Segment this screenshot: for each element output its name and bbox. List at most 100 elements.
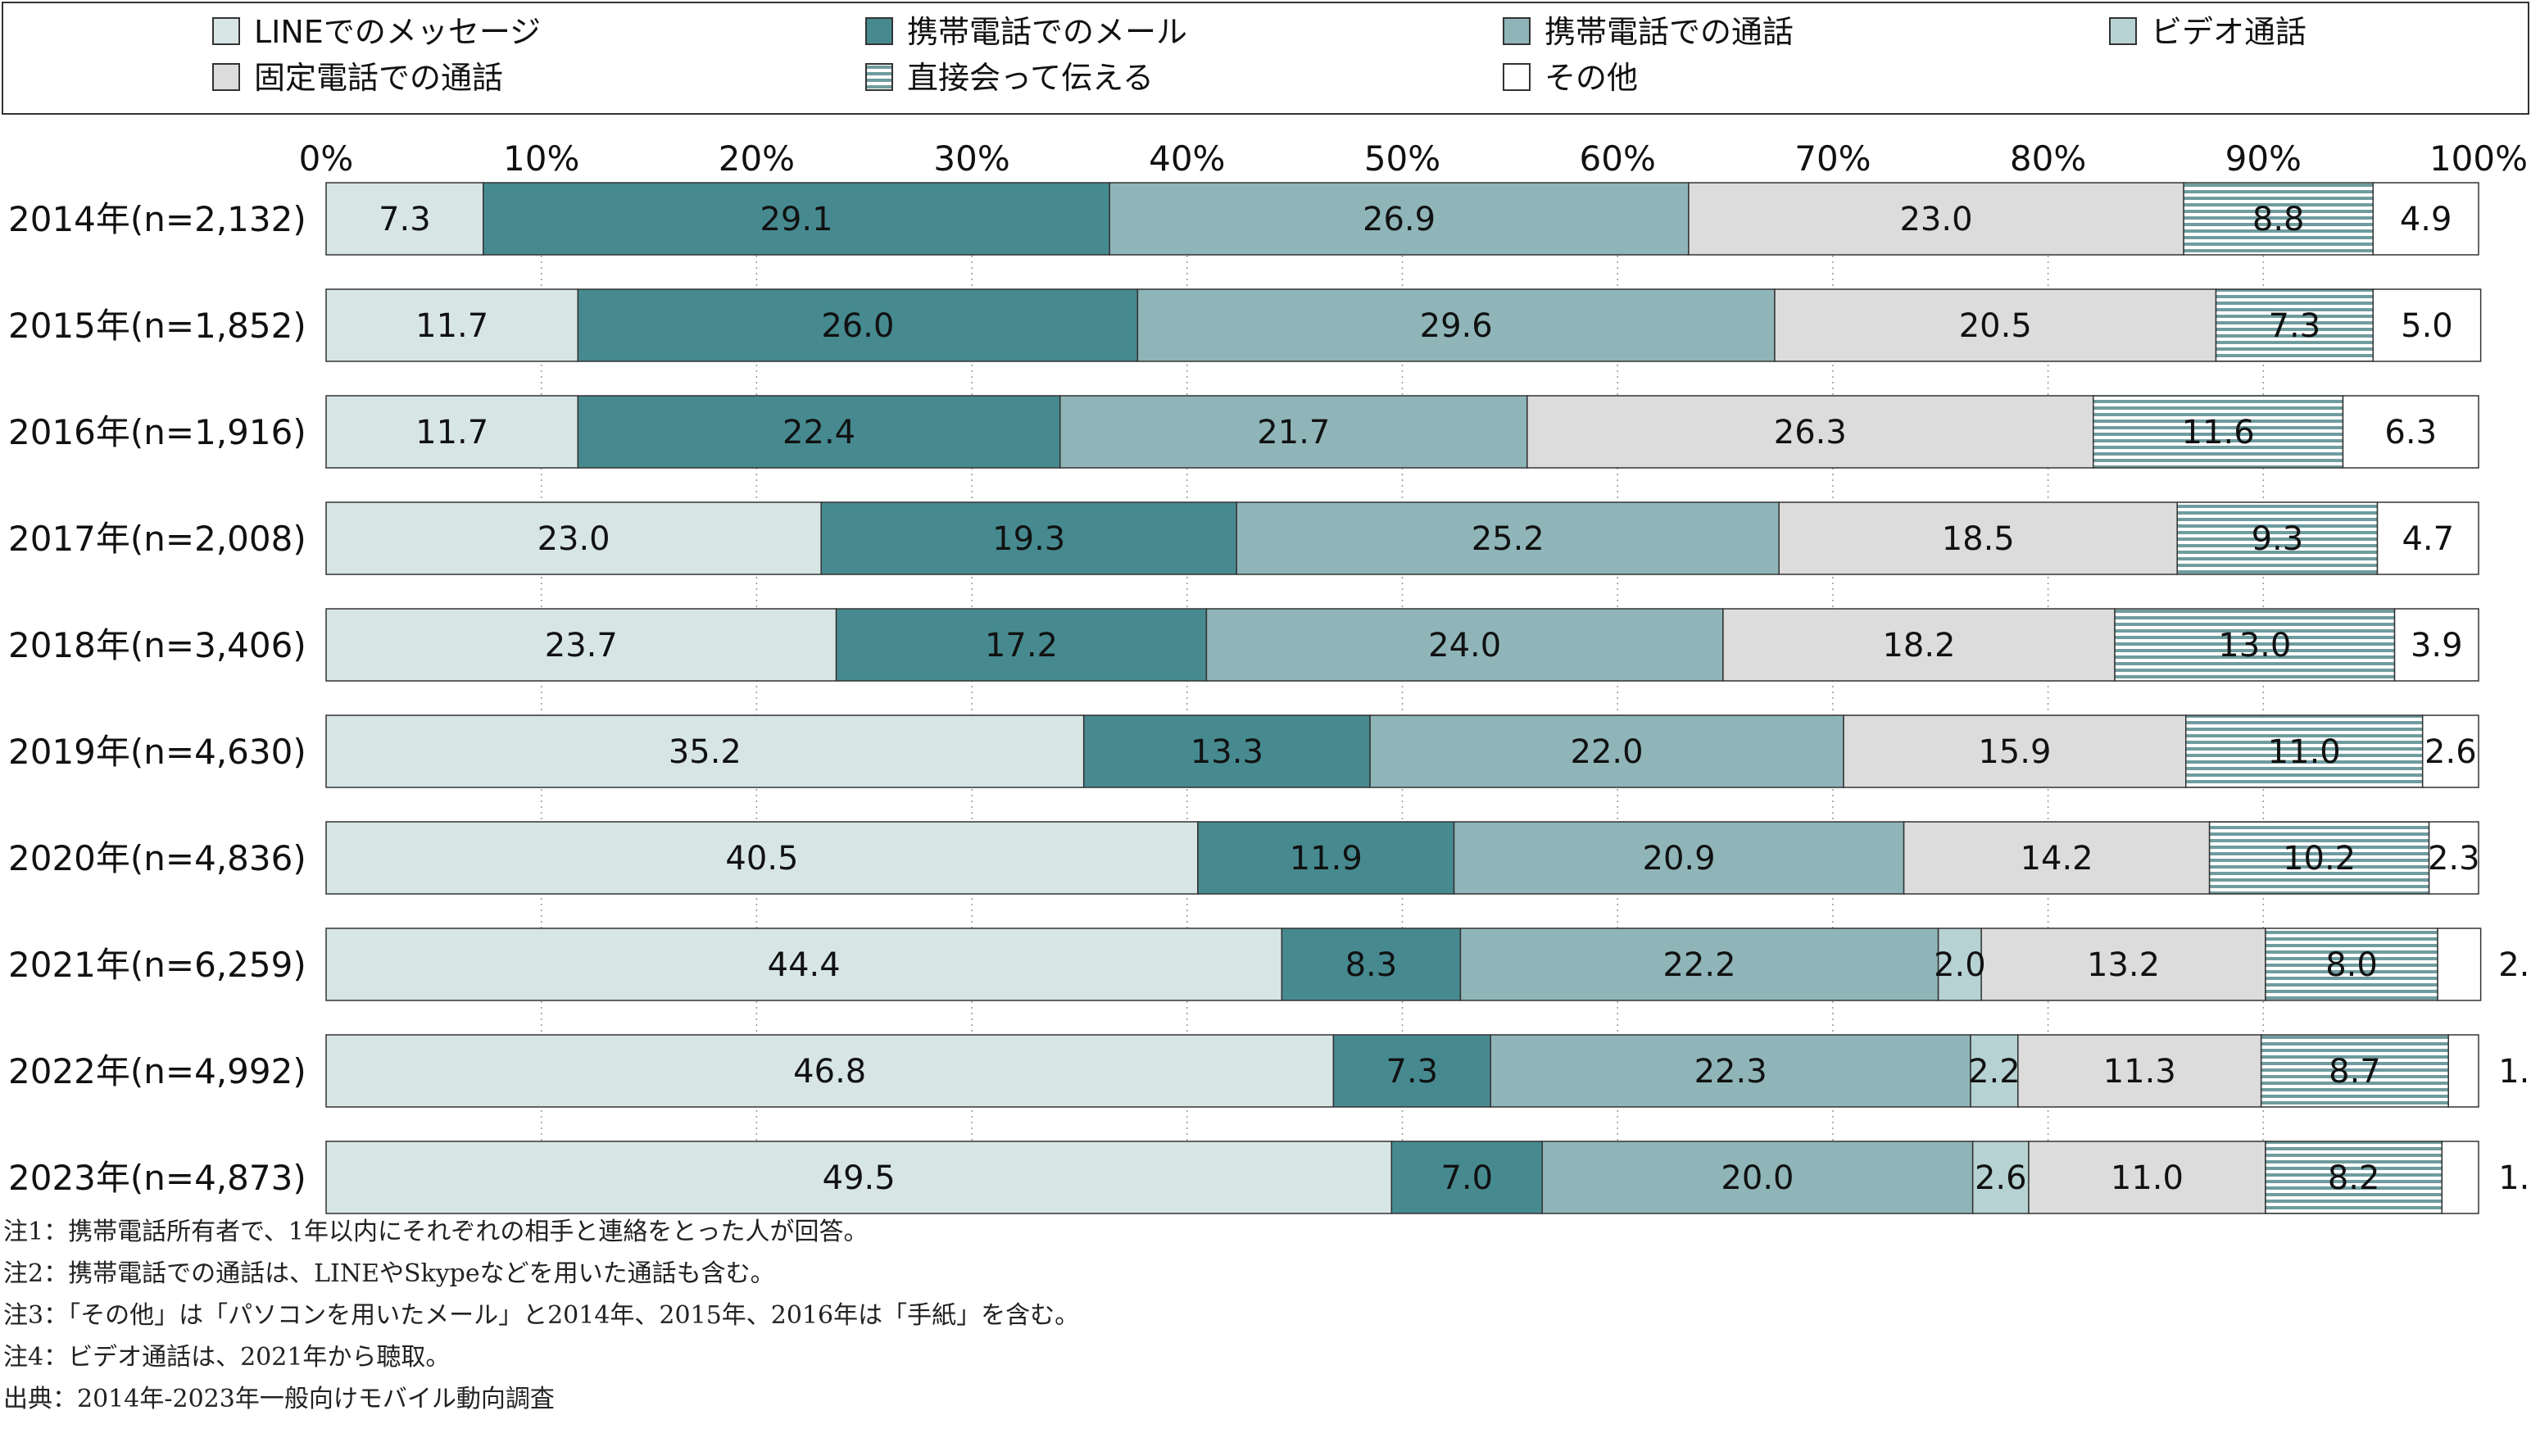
data-label: 40.5 (725, 840, 798, 878)
legend-item: その他 (1503, 60, 1638, 96)
note-2: 注2：携帯電話での通話は、LINEやSkypeなどを用いた通話も含む。 (3, 1259, 775, 1288)
bar-segment (2342, 395, 2479, 469)
data-label: 29.6 (1420, 307, 1493, 345)
legend-swatch (212, 63, 240, 91)
bar-segment (325, 821, 1199, 895)
data-label: 2.6 (1975, 1159, 2027, 1197)
bar-segment (2028, 1141, 2266, 1214)
data-label: 8.2 (2328, 1159, 2380, 1197)
data-label: 2.0 (2498, 946, 2531, 984)
data-label: 4.9 (2400, 201, 2452, 238)
legend-item: 直接会って伝える (865, 60, 1154, 96)
data-label: 13.2 (2087, 946, 2160, 984)
data-label: 21.7 (1257, 414, 1330, 451)
bar-segment (2428, 821, 2479, 895)
bar-segment (2184, 714, 2424, 788)
bar-segment (1970, 1034, 2019, 1108)
bar-segment (1688, 182, 2184, 256)
legend-label: 直接会って伝える (907, 60, 1154, 96)
bar-segment (2208, 821, 2430, 895)
bar-segment (1197, 821, 1455, 895)
data-label: 7.3 (2269, 307, 2321, 345)
note-4: 注4：ビデオ通話は、2021年から聴取。 (3, 1343, 451, 1372)
data-label: 49.5 (823, 1159, 896, 1197)
bar-segment (325, 1141, 1393, 1214)
data-label: 23.0 (537, 520, 610, 558)
data-label: 20.9 (1643, 840, 1716, 878)
bar-segment (1843, 714, 2187, 788)
data-label: 2.0 (1934, 946, 1986, 984)
bar-row: 7.3 29.1 26.9 23.0 8.8 4.9 (325, 182, 2479, 256)
data-label: 26.3 (1774, 414, 1847, 451)
bar-segment (325, 288, 579, 362)
note-3: 注3：「その他」は「パソコンを用いたメール」と2014年、2015年、2016年… (3, 1301, 1080, 1330)
data-label: 18.5 (1942, 520, 2015, 558)
legend-item: 固定電話での通話 (212, 60, 503, 96)
bar-segment (1980, 928, 2266, 1001)
data-label: 8.8 (2252, 201, 2305, 238)
legend: LINEでのメッセージ 携帯電話でのメール 携帯電話での通話 ビデオ通話固定電話での通… (212, 14, 2306, 96)
x-tick-label: 0% (299, 138, 354, 179)
data-label: 10.2 (2283, 840, 2356, 878)
bar-segment (325, 1034, 1335, 1108)
x-tick-label: 10% (503, 138, 579, 179)
bar-segment (2376, 501, 2479, 575)
data-label: 8.0 (2325, 946, 2378, 984)
bar-segment (2265, 928, 2438, 1001)
data-label: 23.7 (545, 627, 618, 664)
legend-label: 固定電話での通話 (254, 60, 503, 96)
data-label: 11.6 (2182, 414, 2255, 451)
data-label: 4.7 (2402, 520, 2454, 558)
legend-item: 携帯電話でのメール (865, 14, 1187, 50)
x-tick-label: 40% (1149, 138, 1225, 179)
category-label: 2015年(n=1,852) (8, 306, 306, 346)
category-label: 2021年(n=6,259) (8, 945, 306, 985)
legend-item: ビデオ通話 (2109, 14, 2306, 50)
bar-segment (325, 182, 484, 256)
gridlines (540, 187, 2265, 1198)
data-label: 22.2 (1662, 946, 1735, 984)
data-label: 1.4 (2498, 1053, 2531, 1091)
data-label: 13.0 (2218, 627, 2291, 664)
bar-segment (2372, 288, 2482, 362)
legend-item: 携帯電話での通話 (1503, 14, 1794, 50)
bar-segment (1774, 288, 2217, 362)
bar-segment (1059, 395, 1528, 469)
bar-segment (2437, 928, 2482, 1001)
bar-segment (2260, 1034, 2449, 1108)
bar-segment (325, 928, 1283, 1001)
data-label: 2.3 (2428, 840, 2480, 878)
data-label: 7.0 (1440, 1159, 1493, 1197)
bar-segment (325, 714, 1085, 788)
footnotes: 注1：携帯電話所有者で、1年以内にそれぞれの相手と連絡をとった人が回答。 注2：… (3, 1211, 1079, 1420)
x-tick-label: 60% (1580, 138, 1656, 179)
bar-segment (1459, 928, 1939, 1001)
data-label: 2.6 (2424, 733, 2477, 771)
bar-segment (2183, 182, 2375, 256)
legend-swatch (212, 17, 240, 45)
bar-row: 44.4 8.3 22.2 2.0 13.2 8.0 2.0 (325, 928, 2531, 1001)
bar-segment (483, 182, 1110, 256)
x-tick-label: 20% (719, 138, 795, 179)
data-label: 20.5 (1959, 307, 2032, 345)
data-label: 14.2 (2021, 840, 2093, 878)
bar-row: 23.7 17.2 24.0 18.2 13.0 3.9 (325, 608, 2479, 682)
data-label: 8.7 (2329, 1053, 2381, 1091)
data-label: 11.3 (2103, 1053, 2176, 1091)
data-label: 11.7 (415, 414, 488, 451)
bar-row: 35.2 13.3 22.0 15.9 11.0 2.6 (325, 714, 2479, 788)
bar-segment (325, 608, 837, 682)
data-label: 7.3 (379, 201, 431, 238)
bar-segment (2114, 608, 2396, 682)
data-label: 20.0 (1721, 1159, 1794, 1197)
category-label: 2022年(n=4,992) (8, 1051, 306, 1091)
bar-row: 40.5 11.9 20.9 14.2 10.2 2.3 (325, 821, 2480, 895)
x-tick-label: 50% (1364, 138, 1440, 179)
bar-segment (2447, 1034, 2479, 1108)
bar-segment (1778, 501, 2178, 575)
x-tick-label: 100% (2429, 138, 2528, 179)
data-label: 18.2 (1882, 627, 1955, 664)
bar-segment (1082, 714, 1371, 788)
bar-segment (2093, 395, 2344, 469)
